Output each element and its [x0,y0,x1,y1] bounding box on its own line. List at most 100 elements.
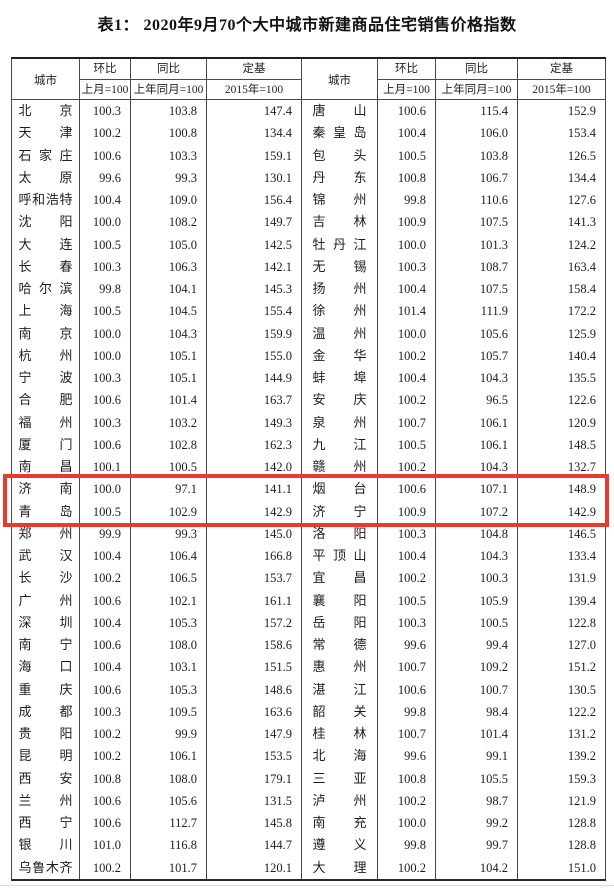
yoy-cell: 116.8 [131,834,207,857]
city-name: 惠州 [312,659,367,675]
city-name: 昆明 [18,748,73,764]
yoy-cell: 104.1 [131,278,207,301]
city-cell: 北海 [302,745,378,768]
city-name: 金华 [312,347,367,363]
city-cell: 襄阳 [302,589,378,612]
yoy-cell: 106.3 [131,255,207,278]
mom-cell: 100.4 [378,367,436,390]
city-name: 武汉 [18,548,73,563]
city-name: 乌鲁木齐 [18,859,73,875]
mom-cell: 100.2 [80,567,131,590]
mom-cell: 100.6 [80,678,131,701]
city-cell: 丹东 [302,166,378,189]
mom-cell: 100.8 [80,767,131,790]
city-name: 蚌埠 [312,370,367,385]
header-mom-right: 环比 上月=100 [378,59,436,100]
base-cell: 152.9 [518,100,606,123]
mom-cell: 100.6 [80,789,131,812]
city-name: 丹东 [312,169,367,185]
mom-cell: 100.6 [378,678,436,701]
base-cell: 172.2 [518,300,606,323]
city-name: 安庆 [312,392,367,408]
city-cell: 太原 [12,166,80,189]
city-cell: 三亚 [302,767,378,790]
city-name: 哈尔滨 [18,281,73,296]
city-cell: 常德 [302,634,378,657]
city-cell: 南充 [302,812,378,835]
city-name: 洛阳 [312,525,367,541]
base-cell: 140.4 [518,344,606,367]
yoy-cell: 105.6 [131,789,207,812]
yoy-cell: 105.0 [131,233,207,256]
city-cell: 牡丹江 [302,233,378,256]
yoy-cell: 99.9 [131,723,207,746]
city-name: 呼和浩特 [18,192,73,207]
base-cell: 155.4 [207,300,302,323]
base-cell: 131.9 [518,567,606,590]
city-name: 上海 [18,303,73,319]
city-name: 贵阳 [18,726,73,741]
city-cell: 蚌埠 [302,367,378,390]
base-cell: 130.1 [207,166,302,189]
yoy-cell: 107.5 [436,211,518,234]
mom-cell: 99.8 [80,278,131,301]
mom-cell: 100.0 [378,812,436,835]
base-cell: 134.4 [207,122,302,145]
city-cell: 泸州 [302,789,378,812]
mom-cell: 100.2 [378,344,436,367]
city-cell: 青岛 [12,500,80,523]
city-cell: 锦州 [302,189,378,212]
city-name: 广州 [18,592,73,608]
base-cell: 132.7 [518,456,606,479]
city-cell: 唐山 [302,100,378,123]
mom-cell: 100.2 [378,456,436,479]
mom-cell: 100.5 [378,589,436,612]
city-name: 石家庄 [18,147,73,163]
base-cell: 146.5 [518,522,606,545]
page-bottom-divider [0,885,614,886]
base-cell: 133.4 [518,545,606,568]
mom-cell: 99.9 [80,522,131,545]
base-cell: 151.2 [518,656,606,679]
header-mom-left: 环比 上月=100 [80,59,131,100]
yoy-cell: 104.8 [436,522,518,545]
base-cell: 130.5 [518,678,606,701]
mom-cell: 100.5 [378,433,436,456]
city-cell: 长沙 [12,567,80,590]
mom-cell: 100.7 [378,656,436,679]
yoy-cell: 99.2 [436,812,518,835]
base-cell: 148.9 [518,478,606,501]
header-city-left-label: 城市 [34,74,57,87]
city-cell: 泉州 [302,411,378,434]
city-cell: 武汉 [12,545,80,568]
yoy-cell: 105.5 [436,767,518,790]
city-cell: 扬州 [302,278,378,301]
base-cell: 148.6 [207,678,302,701]
city-cell: 南昌 [12,456,80,479]
city-cell: 郑州 [12,522,80,545]
base-cell: 144.9 [207,367,302,390]
header-fixed-right: 定基 2015年=100 [518,59,606,100]
city-cell: 贵阳 [12,723,80,746]
mom-cell: 100.9 [378,500,436,523]
yoy-cell: 108.0 [131,767,207,790]
mom-cell: 99.6 [378,634,436,657]
base-cell: 128.8 [518,812,606,835]
header-fixed-left: 定基 2015年=100 [207,59,302,100]
mom-cell: 100.4 [80,189,131,212]
mom-cell: 100.2 [80,122,131,145]
base-cell: 142.1 [207,255,302,278]
mom-cell: 100.3 [80,255,131,278]
city-cell: 长春 [12,255,80,278]
header-yoy-left-base: 上年同月=100 [133,84,204,96]
city-name: 烟台 [312,481,367,497]
mom-cell: 99.8 [378,700,436,723]
yoy-cell: 105.7 [436,344,518,367]
yoy-cell: 103.8 [131,100,207,123]
header-fixed-right-base: 2015年=100 [532,84,591,96]
yoy-cell: 107.5 [436,278,518,301]
base-cell: 161.1 [207,589,302,612]
yoy-cell: 108.0 [131,634,207,657]
city-cell: 宁波 [12,367,80,390]
mom-cell: 100.3 [378,522,436,545]
